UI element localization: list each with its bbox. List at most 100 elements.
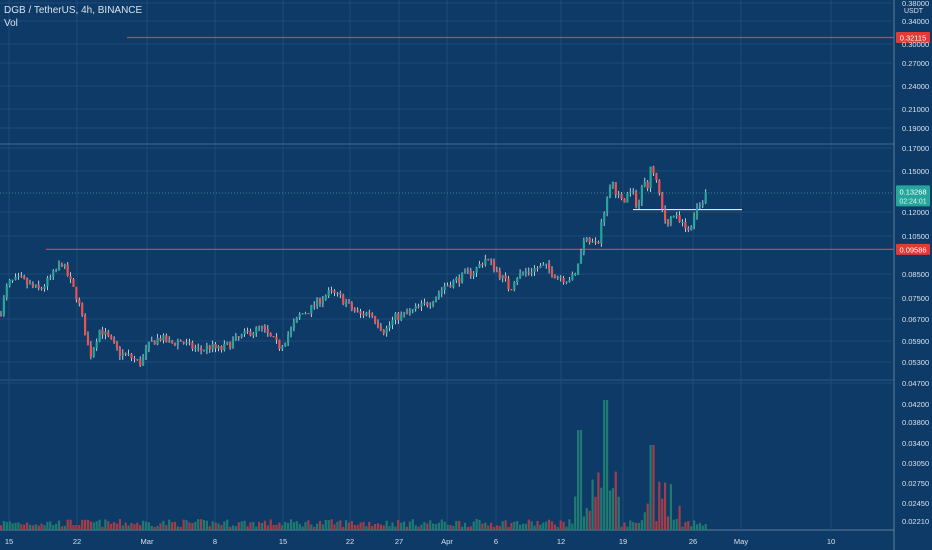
volume-bar-down: [371, 525, 374, 530]
candle-down: [40, 288, 43, 290]
volume-bar-down: [60, 526, 63, 530]
time-tick-label: 22: [346, 537, 354, 546]
candle-down: [594, 241, 597, 243]
volume-bar-down: [171, 522, 174, 530]
volume-bar-down: [588, 510, 591, 530]
candle-down: [313, 305, 316, 307]
candle-up: [585, 237, 588, 241]
volume-bar-up: [57, 520, 61, 530]
volume-bar-up: [391, 522, 394, 530]
candle-down: [658, 180, 661, 193]
candle-up: [298, 314, 301, 318]
price-tick-label: 0.34000: [902, 17, 929, 26]
candle-up: [423, 302, 426, 304]
candle-down: [272, 336, 275, 338]
candle-down: [597, 241, 600, 244]
candle-up: [649, 166, 652, 189]
candle-down: [69, 276, 72, 280]
volume-bar-down: [379, 524, 382, 530]
price-tick-label: 0.38000: [902, 0, 929, 8]
candle-down: [458, 277, 461, 283]
volume-bar-down: [597, 472, 600, 530]
volume-bar-up: [394, 526, 397, 530]
candle-down: [356, 310, 359, 312]
candle-up: [403, 312, 406, 314]
volume-bar-up: [472, 521, 475, 530]
candle-up: [287, 334, 290, 343]
candle-down: [661, 192, 664, 210]
volume-bar-up: [521, 523, 525, 530]
volume-bar-up: [321, 524, 324, 530]
candle-up: [385, 328, 388, 334]
candle-down: [153, 340, 156, 345]
volume-bar-up: [34, 524, 37, 530]
candle-up: [14, 276, 17, 280]
volume-bar-down: [84, 519, 87, 530]
volume-bar-up: [234, 526, 237, 530]
candle-up: [571, 273, 574, 280]
volume-bar-up: [316, 523, 319, 530]
candle-down: [353, 308, 356, 311]
candle-up: [698, 205, 701, 207]
candle-up: [693, 216, 696, 227]
candle-up: [55, 270, 58, 272]
candle-up: [591, 241, 594, 243]
volume-bar-up: [414, 525, 417, 530]
candle-up: [603, 212, 606, 222]
candle-down: [86, 335, 90, 346]
candle-down: [371, 313, 374, 317]
volume-bar-down: [376, 523, 380, 530]
volume-bar-down: [339, 520, 342, 530]
price-tick-label: 0.06700: [902, 315, 929, 324]
candle-up: [629, 192, 632, 194]
candle-up: [640, 186, 643, 203]
volume-bar-up: [701, 525, 704, 530]
volume-bar-up: [11, 523, 14, 530]
candle-up: [211, 344, 214, 350]
volume-bar-up: [243, 520, 246, 530]
volume-bar-up: [345, 520, 348, 530]
volume-bar-down: [368, 521, 371, 530]
candle-down: [379, 326, 382, 331]
candle-down: [397, 313, 400, 321]
candle-up: [530, 272, 533, 274]
candle-down: [23, 276, 26, 279]
candle-up: [542, 264, 545, 266]
volume-bar-up: [672, 519, 675, 530]
volume-bar-down: [269, 519, 272, 530]
volume-bar-up: [95, 521, 98, 530]
candle-down: [139, 359, 142, 366]
volume-bar-up: [142, 520, 145, 530]
volume-bar-up: [519, 524, 522, 530]
candle-up: [284, 342, 287, 347]
candle-down: [75, 286, 78, 300]
candle-up: [414, 306, 417, 310]
candle-down: [510, 289, 513, 291]
volume-bar-down: [246, 526, 249, 530]
volume-bar-down: [275, 524, 278, 530]
candle-up: [49, 276, 52, 278]
candle-down: [246, 330, 249, 332]
volume-bar-up: [240, 521, 243, 530]
candle-up: [672, 215, 675, 217]
candle-down: [26, 278, 29, 285]
volume-bar-down: [249, 522, 252, 530]
chart-legend: DGB / TetherUS, 4h, BINANCE Vol: [4, 4, 142, 30]
volume-bar-down: [237, 522, 240, 530]
volume-bar-up: [437, 522, 440, 530]
price-tick-label: 0.08500: [902, 270, 929, 279]
volume-legend[interactable]: Vol: [4, 18, 18, 29]
candle-up: [295, 317, 298, 323]
axes: 0.38000 0.34000 0.30000 0.27000 0.24000 0.210…: [5, 0, 930, 546]
candle-up: [8, 279, 11, 286]
volume-bar-down: [687, 521, 690, 530]
symbol-legend[interactable]: DGB / TetherUS, 4h, BINANCE: [4, 5, 143, 16]
volume-bar-up: [104, 519, 107, 530]
candle-up: [205, 345, 208, 350]
candle-down: [550, 269, 554, 277]
candle-up: [310, 305, 313, 314]
volume-bar-up: [704, 524, 707, 530]
volume-bar-down: [229, 526, 232, 530]
candle-up: [472, 272, 475, 276]
